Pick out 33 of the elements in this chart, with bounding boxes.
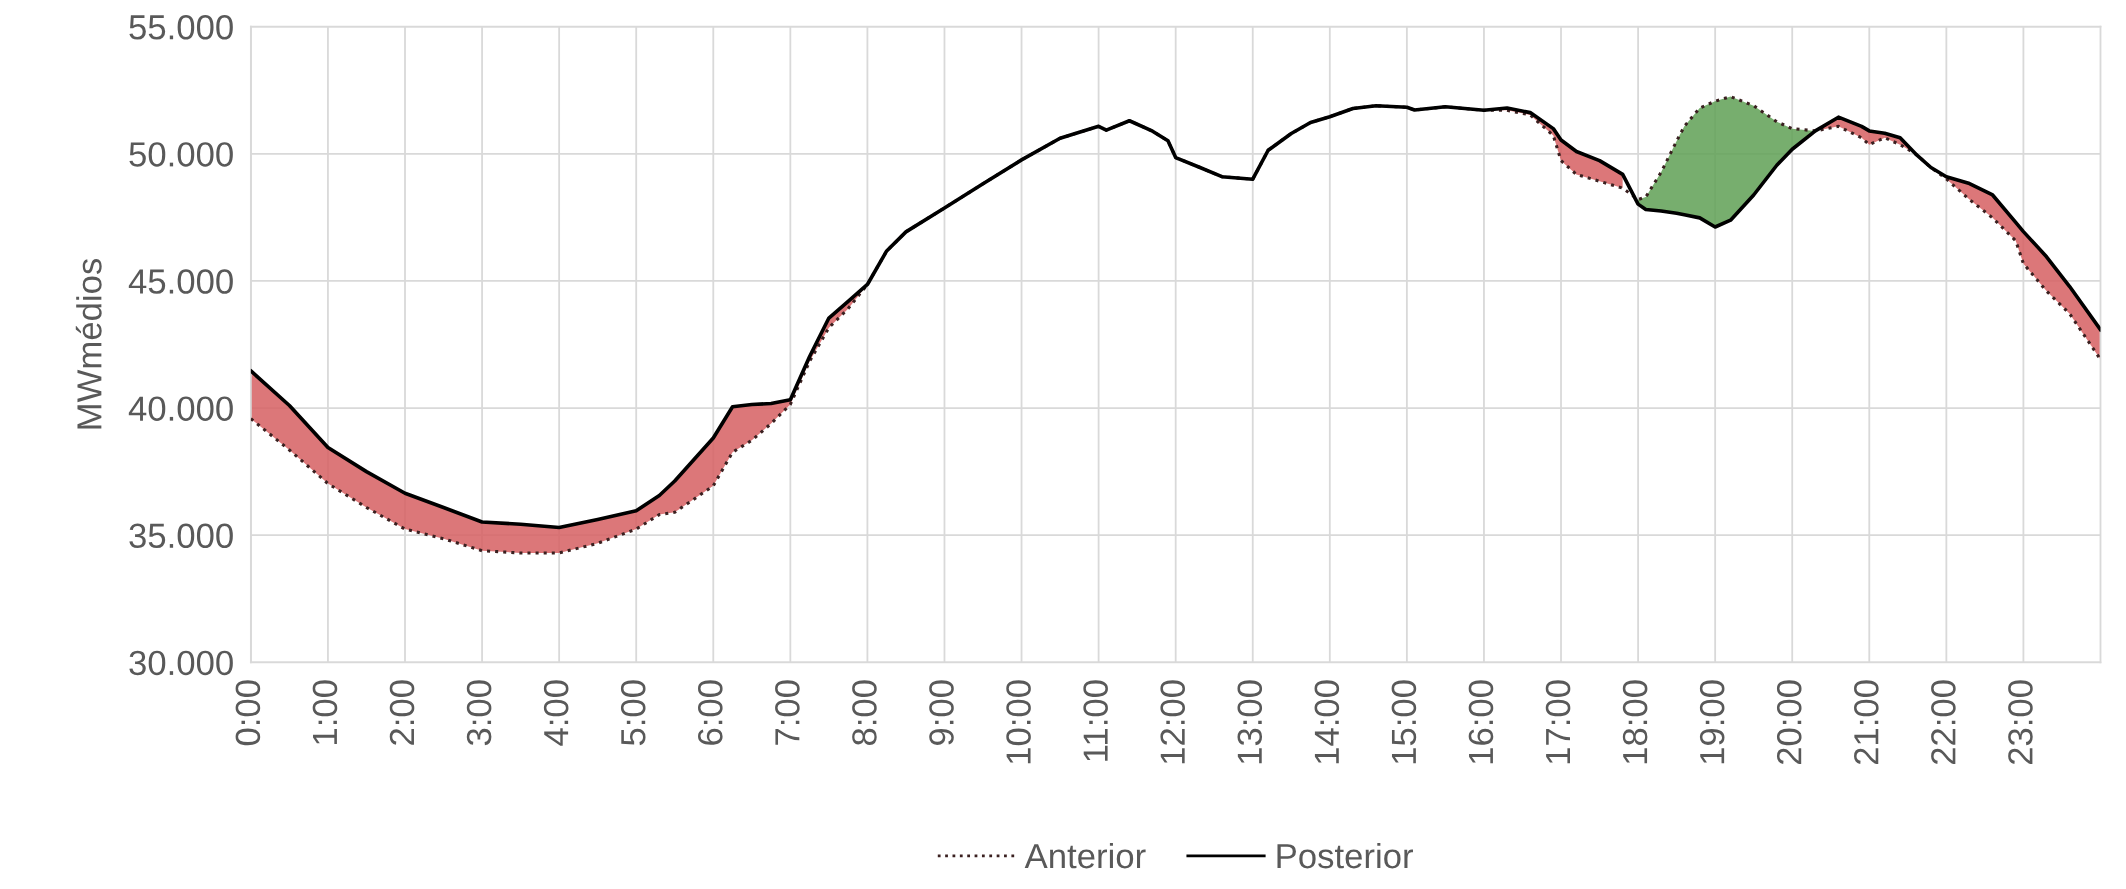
x-tick-label: 19:00 (1699, 680, 1725, 764)
x-tick-label: 21:00 (1854, 680, 1879, 765)
x-tick-label: 14:00 (1314, 680, 1340, 764)
y-tick-label: 30.000 (129, 650, 233, 676)
x-tick-label: 4:00 (543, 680, 569, 746)
x-tick-label: 15:00 (1391, 680, 1417, 764)
x-tick-label: 10:00 (1006, 680, 1031, 764)
x-tick-label: 3:00 (466, 680, 492, 746)
legend-label: Posterior (1277, 842, 1413, 869)
x-tick-label: 13:00 (1237, 680, 1263, 764)
x-tick-label: 6:00 (698, 680, 723, 745)
x-tick-label: 18:00 (1622, 680, 1648, 764)
y-axis-title: MWmédios (75, 258, 102, 429)
y-tick-label: 50.000 (129, 142, 233, 167)
x-tick-label: 9:00 (929, 680, 954, 745)
x-tick-label: 0:00 (235, 680, 261, 746)
x-tick-label: 7:00 (775, 680, 800, 745)
x-tick-label: 11:00 (1083, 680, 1108, 761)
x-tick-label: 12:00 (1160, 680, 1185, 764)
x-tick-label: 16:00 (1468, 680, 1494, 764)
legend-label: Anterior (1024, 842, 1146, 869)
x-tick-label: 5:00 (620, 680, 646, 746)
x-tick-label: 23:00 (2008, 680, 2033, 765)
x-tick-label: 17:00 (1545, 680, 1571, 764)
x-tick-label: 20:00 (1776, 680, 1802, 765)
y-tick-label: 45.000 (128, 269, 233, 294)
x-tick-label: 22:00 (1931, 680, 1956, 765)
y-tick-label: 55.000 (129, 15, 233, 40)
y-tick-label: 35.000 (129, 523, 233, 549)
x-tick-label: 1:00 (312, 680, 338, 744)
x-tick-label: 8:00 (852, 680, 877, 746)
x-tick-label: 2:00 (389, 680, 415, 745)
y-tick-label: 40.000 (128, 396, 233, 421)
